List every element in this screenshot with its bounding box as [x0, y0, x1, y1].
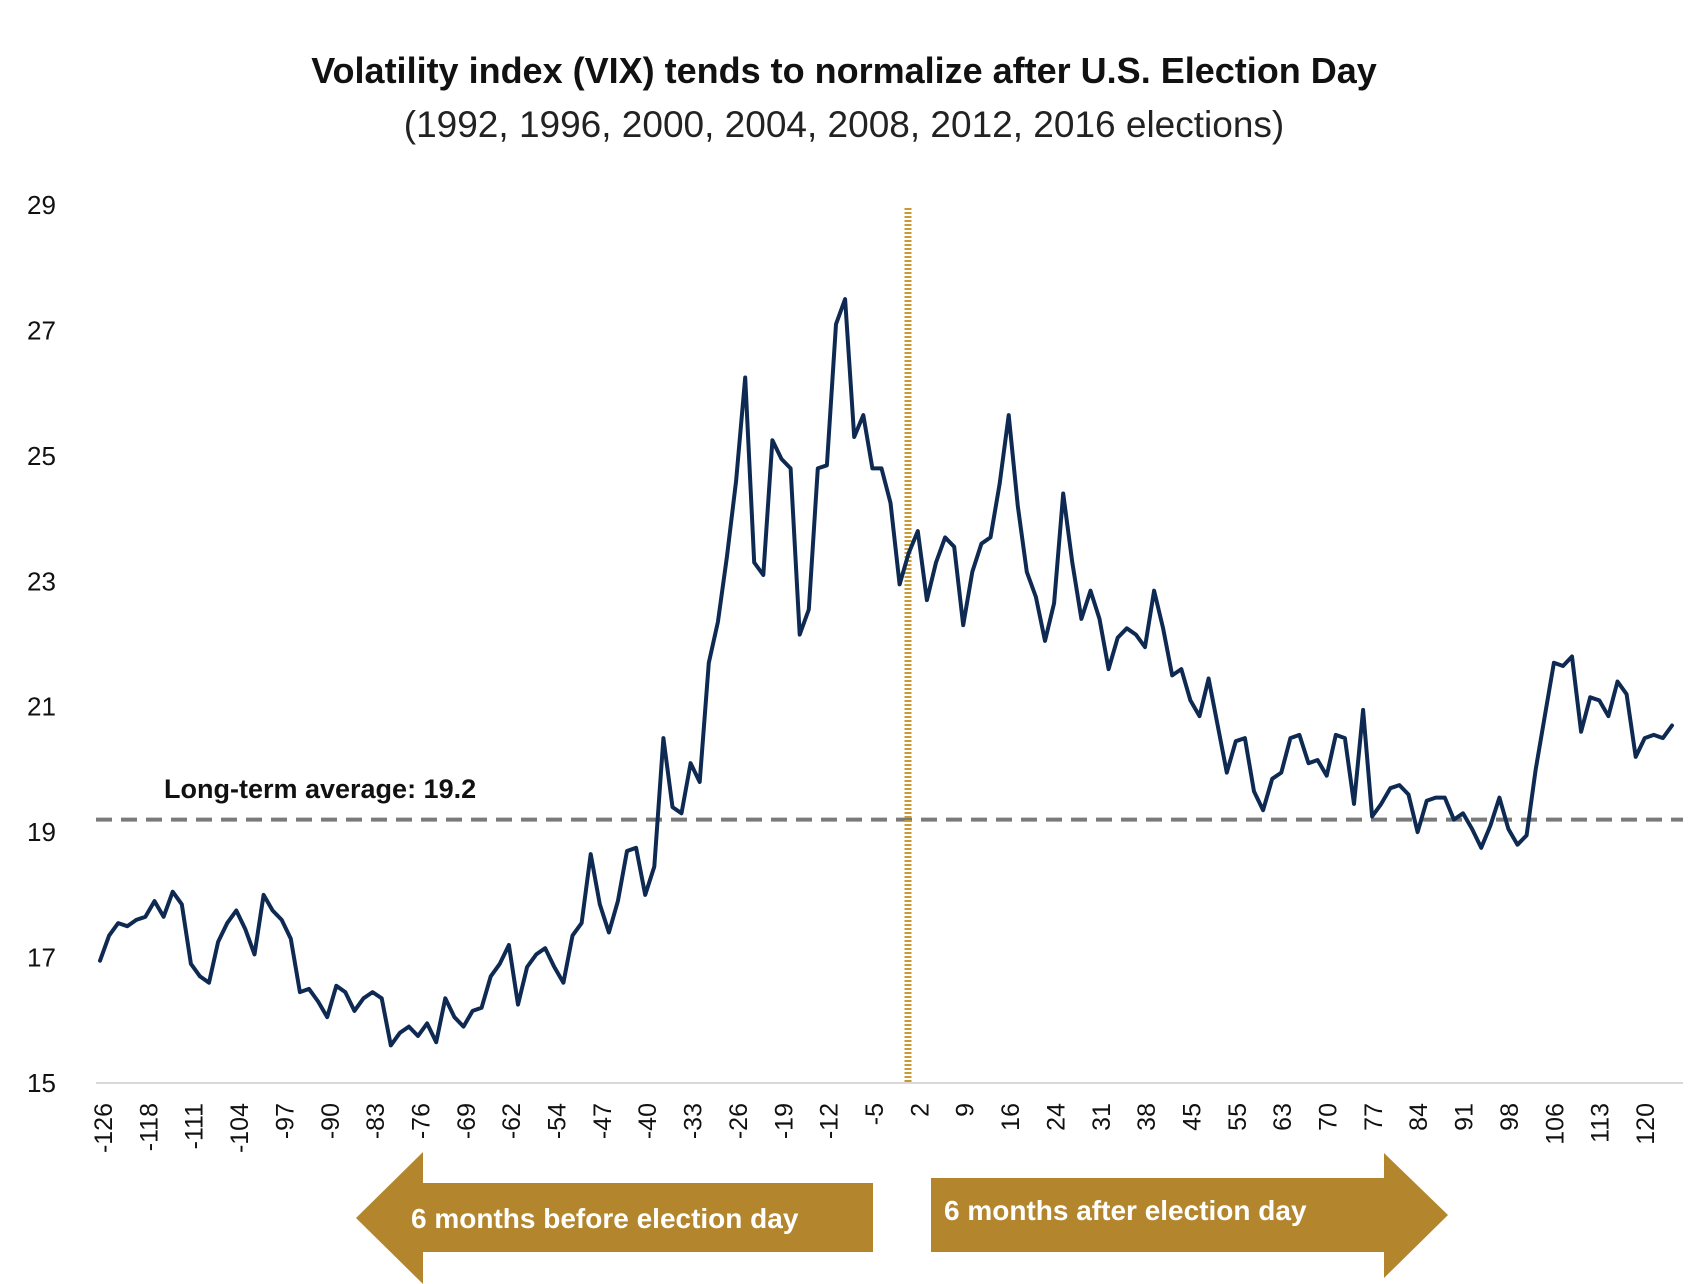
- x-tick-label: -47: [589, 1103, 617, 1139]
- x-tick-label: -54: [544, 1103, 572, 1139]
- left-arrow-shape: [356, 1152, 873, 1284]
- y-tick-label: 15: [27, 1068, 56, 1098]
- x-tick-label: 2: [906, 1103, 934, 1117]
- x-tick-label: -33: [680, 1103, 708, 1139]
- y-tick-label: 17: [27, 943, 56, 973]
- x-tick-label: -40: [634, 1103, 662, 1139]
- x-tick-label: 38: [1133, 1103, 1161, 1131]
- x-tick-label: 113: [1587, 1103, 1615, 1143]
- y-tick-label: 25: [27, 441, 56, 471]
- x-tick-label: -5: [861, 1103, 889, 1125]
- y-tick-label: 21: [27, 692, 56, 722]
- x-tick-label: 120: [1632, 1103, 1660, 1145]
- x-tick-label: 106: [1541, 1103, 1569, 1145]
- x-tick-label: -76: [407, 1103, 435, 1139]
- y-tick-label: 27: [27, 315, 56, 345]
- x-axis-tick-labels: -126 -118 -111 -104 -97 -90 -83 -76 -69 -62 -54 -47…: [90, 1103, 1660, 1153]
- y-axis-tick-labels: 15 17 19 21 23 25 27 29: [27, 190, 56, 1098]
- x-tick-label: 16: [997, 1103, 1025, 1131]
- chart-subtitle: (1992, 1996, 2000, 2004, 2008, 2012, 201…: [404, 104, 1284, 145]
- x-tick-label: 24: [1042, 1103, 1070, 1131]
- y-tick-label: 29: [27, 190, 56, 220]
- x-tick-label: 77: [1360, 1103, 1388, 1131]
- x-tick-label: -111: [181, 1103, 209, 1149]
- x-tick-label: 84: [1405, 1103, 1433, 1131]
- after-election-label: 6 months after election day: [944, 1195, 1307, 1226]
- x-tick-label: -97: [271, 1103, 299, 1139]
- after-election-arrow: 6 months after election day: [931, 1153, 1448, 1278]
- x-tick-label: -69: [453, 1103, 481, 1139]
- x-tick-label: 63: [1269, 1103, 1297, 1131]
- x-tick-label: -126: [90, 1103, 118, 1153]
- before-election-arrow: 6 months before election day: [356, 1152, 873, 1284]
- right-arrow-shape: [931, 1153, 1448, 1278]
- chart-title: Volatility index (VIX) tends to normaliz…: [311, 50, 1377, 91]
- x-tick-label: -104: [226, 1103, 254, 1153]
- x-tick-label: 9: [952, 1103, 980, 1117]
- long-term-average-label: Long-term average: 19.2: [164, 774, 476, 804]
- x-tick-label: -62: [498, 1103, 526, 1139]
- x-tick-label: 31: [1088, 1103, 1116, 1131]
- x-tick-label: -83: [362, 1103, 390, 1139]
- x-tick-label: 55: [1224, 1103, 1252, 1131]
- vix-series-line: [98, 297, 1674, 1048]
- x-tick-label: 70: [1315, 1103, 1343, 1131]
- x-tick-label: -26: [725, 1103, 753, 1139]
- x-tick-label: 98: [1496, 1103, 1524, 1131]
- x-tick-label: -118: [135, 1103, 163, 1151]
- x-tick-label: 91: [1451, 1103, 1479, 1131]
- x-tick-label: -12: [816, 1103, 844, 1139]
- x-tick-label: 45: [1178, 1103, 1206, 1131]
- before-election-label: 6 months before election day: [411, 1203, 799, 1234]
- y-tick-label: 23: [27, 566, 56, 596]
- x-tick-label: -90: [317, 1103, 345, 1139]
- y-tick-label: 19: [27, 817, 56, 847]
- x-tick-label: -19: [770, 1103, 798, 1139]
